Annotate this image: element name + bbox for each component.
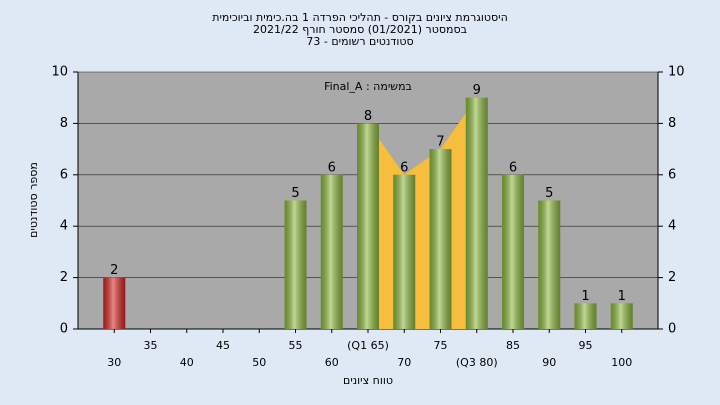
chart-subtitle: סטודנטים רשומים - 73 bbox=[306, 35, 413, 48]
y2-tick-label: 6 bbox=[668, 167, 676, 182]
x-tick-label: 40 bbox=[180, 356, 194, 369]
bar-shine bbox=[610, 303, 633, 329]
x-tick-label: 90 bbox=[542, 356, 556, 369]
y2-tick-label: 10 bbox=[668, 65, 685, 80]
x-tick-label: 45 bbox=[216, 339, 230, 352]
y-tick-label: 4 bbox=[60, 219, 68, 234]
bar-shine bbox=[393, 174, 416, 329]
x-axis-label: טווח ציונים bbox=[343, 374, 393, 387]
x-tick-label: 55 bbox=[289, 339, 303, 352]
x-tick-label: 85 bbox=[506, 339, 520, 352]
data-label: 2 bbox=[110, 263, 118, 278]
y2-tick-label: 0 bbox=[668, 322, 676, 337]
y-tick-label: 2 bbox=[60, 270, 68, 285]
bar-shine bbox=[538, 200, 561, 329]
y-tick-label: 10 bbox=[51, 65, 68, 80]
data-label: 5 bbox=[545, 186, 553, 201]
y-axis-label: מספר סטודנטים bbox=[27, 162, 40, 238]
x-tick-label: (Q3 80) bbox=[456, 356, 498, 369]
x-tick-label: 60 bbox=[325, 356, 339, 369]
annotation: Final_A : במשימה bbox=[324, 80, 412, 93]
data-label: 6 bbox=[328, 160, 336, 175]
x-tick-label: 50 bbox=[252, 356, 266, 369]
x-tick-label: (Q1 65) bbox=[347, 339, 389, 352]
data-label: 1 bbox=[618, 289, 626, 304]
chart-title: היסטוגרמת ציונים בקורס - תהליכי הפרדה 1 … bbox=[212, 11, 508, 24]
bar-shine bbox=[284, 200, 307, 329]
bar-shine bbox=[103, 277, 126, 329]
bar-shine bbox=[502, 174, 524, 329]
bar-shine bbox=[465, 97, 488, 329]
bar-shine bbox=[574, 303, 597, 329]
x-tick-label: 35 bbox=[144, 339, 158, 352]
data-label: 9 bbox=[473, 83, 481, 98]
y2-tick-label: 2 bbox=[668, 270, 676, 285]
x-tick-label: 75 bbox=[434, 339, 448, 352]
bar-shine bbox=[357, 123, 379, 330]
data-label: 8 bbox=[364, 109, 372, 124]
x-tick-label: 30 bbox=[107, 356, 121, 369]
bar-shine bbox=[320, 174, 343, 329]
data-label: 1 bbox=[581, 289, 589, 304]
data-label: 6 bbox=[509, 160, 517, 175]
x-tick-label: 70 bbox=[397, 356, 411, 369]
x-tick-label: 95 bbox=[579, 339, 593, 352]
x-tick-label: 100 bbox=[611, 356, 632, 369]
data-label: 5 bbox=[291, 186, 299, 201]
y-tick-label: 0 bbox=[60, 322, 68, 337]
data-label: 7 bbox=[436, 135, 444, 150]
y2-tick-label: 4 bbox=[668, 219, 676, 234]
y-tick-label: 6 bbox=[60, 167, 68, 182]
chart-subtitle: בסמסטר (01/2021) סמסטר חורף 2021/22 bbox=[253, 23, 467, 36]
y2-tick-label: 8 bbox=[668, 116, 676, 131]
data-label: 6 bbox=[400, 160, 408, 175]
bar-shine bbox=[429, 149, 452, 329]
y-tick-label: 8 bbox=[60, 116, 68, 131]
